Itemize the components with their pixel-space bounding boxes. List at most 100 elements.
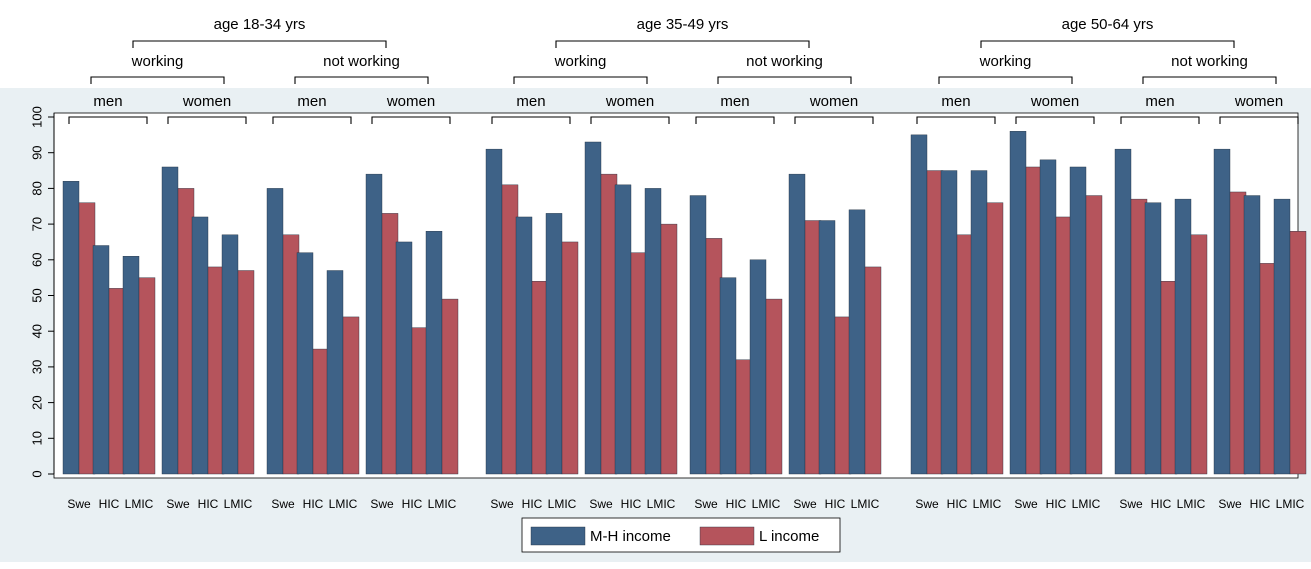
bar-l-income-age-35-49-yrs-working-men-hic: [531, 281, 549, 475]
x-tick-label: Swe: [370, 497, 394, 511]
x-tick-label: LMIC: [1072, 497, 1101, 511]
x-tick-label: LMIC: [224, 497, 253, 511]
bar-l-income-age-50-64-yrs-not-working-men-lmic: [1190, 234, 1208, 475]
bar-l-income-age-18-34-yrs-not-working-women-swe: [381, 213, 399, 475]
y-tick-label: 80: [29, 181, 44, 195]
y-tick-label: 90: [29, 145, 44, 159]
x-tick-label: LMIC: [428, 497, 457, 511]
brace-women: [167, 116, 247, 124]
bar-m-h-income-age-18-34-yrs-not-working-men-hic: [296, 252, 314, 475]
header-not-working: not working: [746, 53, 823, 70]
header-women: women: [1030, 93, 1079, 110]
y-tick-label: 0: [29, 470, 44, 477]
bar-m-h-income-age-35-49-yrs-not-working-women-lmic: [848, 209, 866, 475]
brace-women: [794, 116, 874, 124]
x-tick-label: HIC: [402, 497, 423, 511]
bar-l-income-age-50-64-yrs-not-working-women-hic: [1259, 263, 1277, 475]
bar-l-income-age-35-49-yrs-not-working-women-lmic: [864, 266, 882, 475]
x-tick-label: HIC: [947, 497, 968, 511]
header-not-working: not working: [323, 53, 400, 70]
x-axis-labels: Swe HIC LMIC Swe HIC LMIC Swe HIC LMIC Swe HIC LMIC…: [67, 497, 1304, 511]
bar-l-income-age-35-49-yrs-working-men-lmic: [561, 241, 579, 475]
y-tick-label: 30: [29, 360, 44, 374]
y-axis: 0 10 20 30 40 50 60 70 80 90 100: [29, 106, 55, 478]
brace-women: [1219, 116, 1299, 124]
header-women: women: [605, 93, 654, 110]
y-tick-label: 20: [29, 395, 44, 409]
x-tick-label: HIC: [1046, 497, 1067, 511]
header-working: working: [979, 53, 1032, 70]
x-tick-label: HIC: [522, 497, 543, 511]
bar-l-income-age-50-64-yrs-not-working-men-hic: [1160, 281, 1178, 475]
bar-m-h-income-age-50-64-yrs-working-men-hic: [940, 170, 958, 475]
x-tick-label: Swe: [694, 497, 718, 511]
bar-l-income-age-35-49-yrs-working-women-lmic: [660, 223, 678, 475]
header-men: men: [516, 93, 545, 110]
y-tick-label: 10: [29, 431, 44, 445]
bar-m-h-income-age-35-49-yrs-working-men-lmic: [545, 213, 563, 475]
bar-m-h-income-age-35-49-yrs-not-working-women-hic: [818, 220, 836, 475]
bar-m-h-income-age-35-49-yrs-working-men-hic: [515, 216, 533, 475]
bar-m-h-income-age-35-49-yrs-working-men-swe: [485, 148, 503, 475]
x-tick-label: Swe: [1218, 497, 1242, 511]
bar-m-h-income-age-35-49-yrs-working-women-hic: [614, 184, 632, 475]
x-tick-label: HIC: [825, 497, 846, 511]
bar-m-h-income-age-35-49-yrs-not-working-men-hic: [719, 277, 737, 475]
x-tick-label: HIC: [1250, 497, 1271, 511]
header-men: men: [297, 93, 326, 110]
bar-m-h-income-age-35-49-yrs-not-working-women-swe: [788, 173, 806, 475]
x-tick-label: Swe: [1119, 497, 1143, 511]
x-tick-label: HIC: [198, 497, 219, 511]
brace-men: [1120, 116, 1200, 124]
bar-m-h-income-age-50-64-yrs-not-working-men-swe: [1114, 148, 1132, 475]
x-tick-label: Swe: [1014, 497, 1038, 511]
bar-m-h-income-age-50-64-yrs-working-women-hic: [1039, 159, 1057, 475]
bar-m-h-income-age-35-49-yrs-not-working-men-swe: [689, 195, 707, 475]
y-tick-label: 60: [29, 253, 44, 267]
header-women: women: [386, 93, 435, 110]
bar-m-h-income-age-50-64-yrs-not-working-men-hic: [1144, 202, 1162, 475]
x-tick-label: HIC: [99, 497, 120, 511]
bar-l-income-age-35-49-yrs-not-working-women-hic: [834, 316, 852, 475]
bar-l-income-age-18-34-yrs-working-women-lmic: [237, 270, 255, 475]
bar-m-h-income-age-35-49-yrs-not-working-men-lmic: [749, 259, 767, 475]
x-tick-label: LMIC: [647, 497, 676, 511]
bar-m-h-income-age-18-34-yrs-working-women-hic: [191, 216, 209, 475]
bar-m-h-income-age-50-64-yrs-working-women-swe: [1009, 131, 1027, 475]
bar-l-income-age-50-64-yrs-working-men-hic: [956, 234, 974, 475]
x-tick-label: HIC: [1151, 497, 1172, 511]
bar-m-h-income-age-35-49-yrs-working-women-lmic: [644, 188, 662, 475]
bar-m-h-income-age-18-34-yrs-not-working-women-hic: [395, 241, 413, 475]
bar-l-income-age-35-49-yrs-not-working-men-hic: [735, 359, 753, 475]
x-tick-label: LMIC: [329, 497, 358, 511]
header-women: women: [182, 93, 231, 110]
bar-l-income-age-35-49-yrs-not-working-men-swe: [705, 238, 723, 475]
bar-m-h-income-age-18-34-yrs-not-working-men-swe: [266, 188, 284, 475]
x-tick-label: LMIC: [1276, 497, 1305, 511]
bar-m-h-income-age-18-34-yrs-working-women-swe: [161, 166, 179, 475]
brace-women: [1015, 116, 1095, 124]
x-tick-label: Swe: [793, 497, 817, 511]
bar-l-income-age-18-34-yrs-working-women-hic: [207, 266, 225, 475]
group-braces: [68, 40, 1299, 124]
bar-l-income-age-50-64-yrs-not-working-women-lmic: [1289, 231, 1307, 475]
header-working: working: [131, 53, 184, 70]
legend-label-l-income: L income: [759, 528, 819, 545]
bar-l-income-age-50-64-yrs-working-women-swe: [1025, 166, 1043, 475]
bar-l-income-age-18-34-yrs-working-women-swe: [177, 188, 195, 475]
bars: [62, 131, 1307, 475]
header-women: women: [1234, 93, 1283, 110]
legend-label-m-h-income: M-H income: [590, 528, 671, 545]
brace-working: [90, 76, 225, 84]
bar-m-h-income-age-18-34-yrs-working-women-lmic: [221, 234, 239, 475]
legend-swatch-m-h-income: [530, 526, 586, 546]
header-men: men: [93, 93, 122, 110]
brace-not-working: [1142, 76, 1277, 84]
header-working: working: [554, 53, 607, 70]
y-tick-label: 70: [29, 217, 44, 231]
bar-l-income-age-18-34-yrs-working-men-swe: [78, 202, 96, 475]
bar-m-h-income-age-50-64-yrs-not-working-men-lmic: [1174, 198, 1192, 475]
bar-m-h-income-age-18-34-yrs-not-working-women-swe: [365, 173, 383, 475]
x-tick-label: Swe: [915, 497, 939, 511]
